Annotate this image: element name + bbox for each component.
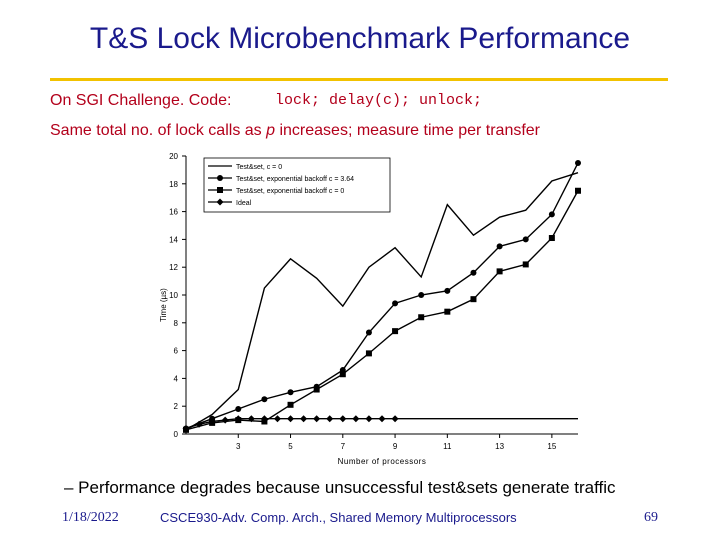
y-tick-label: 6 (174, 347, 179, 356)
data-point-series-4 (300, 415, 308, 423)
footer-course: CSCE930-Adv. Comp. Arch., Shared Memory … (160, 510, 517, 525)
y-tick-label: 14 (169, 235, 178, 244)
x-tick-label: 3 (236, 442, 241, 451)
legend-marker-4 (216, 198, 224, 206)
data-point-series-2 (522, 236, 529, 243)
data-point-series-3 (287, 401, 294, 408)
data-point-series-4 (352, 415, 360, 423)
data-point-series-3 (365, 350, 372, 357)
title-underline (50, 78, 668, 81)
data-point-series-2 (575, 159, 581, 166)
data-point-series-4 (182, 424, 190, 432)
x-tick-label: 7 (341, 442, 346, 451)
y-tick-label: 8 (174, 319, 179, 328)
data-point-series-4 (339, 415, 347, 423)
y-tick-label: 2 (174, 402, 179, 411)
data-point-series-3 (522, 261, 529, 268)
y-tick-label: 10 (169, 291, 178, 300)
y-axis-label: Time (µs) (159, 288, 168, 322)
data-point-series-2 (365, 329, 372, 336)
x-tick-label: 11 (443, 442, 452, 451)
data-point-series-4 (313, 415, 321, 423)
data-point-series-4 (273, 415, 281, 423)
data-point-series-3 (575, 187, 581, 194)
description-text-post: increases; measure time per transfer (275, 122, 541, 139)
y-tick-label: 4 (174, 374, 179, 383)
x-axis-label: Number of processors (338, 457, 427, 466)
legend-label-2: Test&set, exponential backoff c = 3.64 (236, 176, 354, 183)
data-point-series-3 (313, 386, 320, 393)
legend-label-4: Ideal (236, 200, 252, 207)
x-tick-label: 13 (495, 442, 504, 451)
data-point-series-4 (234, 415, 242, 423)
data-point-series-3 (470, 296, 477, 303)
series-line-3 (185, 190, 579, 431)
data-point-series-2 (496, 243, 503, 250)
y-tick-label: 20 (169, 152, 178, 161)
data-point-series-3 (339, 371, 346, 378)
data-point-series-2 (418, 292, 425, 298)
x-tick-label: 5 (288, 442, 293, 451)
y-tick-label: 18 (169, 180, 178, 189)
data-point-series-2 (287, 389, 294, 396)
data-point-series-3 (392, 328, 399, 335)
data-point-series-4 (326, 415, 334, 423)
data-point-series-4 (365, 415, 373, 423)
legend-marker-3 (217, 187, 223, 193)
data-point-series-4 (378, 415, 386, 423)
experiment-description: Same total no. of lock calls as p increa… (50, 122, 540, 140)
slide-title: T&S Lock Microbenchmark Performance (89, 22, 631, 55)
data-point-series-4 (195, 420, 203, 428)
data-point-series-4 (287, 415, 295, 423)
data-point-series-4 (208, 417, 216, 425)
data-point-series-3 (444, 308, 451, 315)
x-tick-label: 15 (547, 442, 556, 451)
footer-date: 1/18/2022 (62, 510, 119, 525)
data-point-series-2 (548, 211, 555, 218)
data-point-series-4 (260, 415, 268, 423)
legend-label-3: Test&set, exponential backoff c = 0 (236, 188, 344, 195)
y-tick-label: 16 (169, 208, 178, 217)
platform-label: On SGI Challenge. Code: (50, 92, 232, 109)
code-snippet: lock; delay(c); unlock; (275, 92, 483, 109)
data-point-series-2 (261, 396, 268, 403)
data-point-series-2 (444, 287, 451, 294)
legend-label-1: Test&set, c = 0 (236, 164, 282, 171)
data-point-series-3 (496, 268, 503, 275)
series-line-2 (185, 162, 579, 430)
description-text-pre: Same total no. of lock calls as (50, 122, 267, 139)
legend-box (203, 157, 391, 213)
data-point-series-3 (418, 314, 425, 321)
x-tick-label: 9 (393, 442, 398, 451)
data-point-series-4 (391, 415, 399, 423)
data-point-series-4 (247, 415, 255, 423)
series-line-1 (185, 172, 579, 431)
conclusion-bullet: – Performance degrades because unsuccess… (64, 478, 616, 497)
data-point-series-2 (470, 269, 477, 276)
data-point-series-3 (548, 235, 555, 242)
footer-page-number: 69 (644, 510, 658, 525)
description-variable: p (266, 122, 276, 139)
legend-marker-2 (217, 175, 223, 181)
y-tick-label: 12 (169, 263, 178, 272)
data-point-series-4 (221, 416, 229, 424)
data-point-series-2 (392, 300, 399, 307)
y-tick-label: 0 (174, 430, 179, 439)
data-point-series-2 (235, 405, 242, 412)
